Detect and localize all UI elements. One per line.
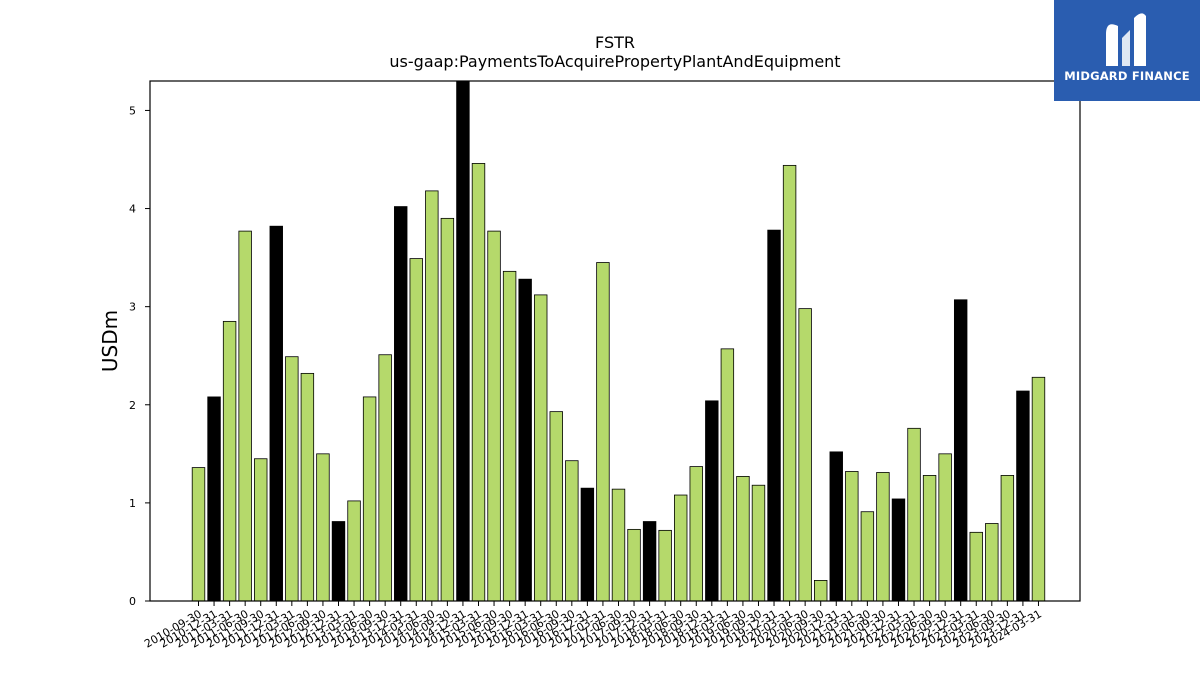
bar-2015-06-30 [487, 230, 501, 602]
bar-2014-06-30 [425, 190, 439, 602]
bar-2016-03-31 [534, 294, 548, 602]
bar-2011-06-30 [238, 230, 252, 602]
plot-frame [149, 80, 1081, 602]
bar-2021-12-31 [891, 498, 906, 602]
bar-2017-12-31 [642, 521, 657, 602]
x-axis: 2010-09-302010-12-312011-03-312011-06-30… [142, 601, 1044, 651]
bar-2023-03-31 [969, 531, 983, 602]
bar-2012-12-31 [331, 521, 346, 602]
bar-2020-03-31 [782, 164, 797, 602]
bar-2015-12-31 [518, 278, 532, 602]
y-tick-label: 2 [129, 399, 136, 412]
bar-2010-09-30 [191, 467, 206, 602]
bar-2018-03-31 [658, 529, 672, 602]
y-tick-label: 0 [129, 595, 136, 608]
bar-2021-09-30 [876, 472, 890, 602]
y-axis: 0 1 2 3 4 5 [129, 104, 150, 608]
bar-2013-03-31 [347, 500, 361, 602]
bar-2013-06-30 [362, 396, 377, 602]
bars-group [191, 80, 1046, 602]
chart-title: FSTR [595, 33, 635, 52]
bar-2019-12-31 [767, 229, 781, 602]
bar-2014-12-31 [456, 80, 470, 602]
bar-2021-03-31 [845, 471, 859, 602]
bar-2022-03-31 [907, 427, 921, 602]
bar-2011-09-30 [254, 458, 268, 602]
bar-2020-06-30 [798, 308, 812, 602]
bar-2022-06-30 [922, 475, 937, 602]
y-tick-label: 1 [129, 497, 136, 510]
bar-2017-06-30 [611, 488, 626, 602]
chart-subtitle: us-gaap:PaymentsToAcquirePropertyPlantAn… [389, 52, 841, 71]
bar-2016-12-31 [580, 487, 595, 602]
bar-2016-09-30 [565, 460, 579, 602]
y-axis-label: USDm [98, 310, 122, 372]
bar-2012-03-31 [285, 356, 299, 602]
bar-2011-03-31 [222, 320, 237, 602]
bar-2018-12-31 [705, 400, 719, 602]
y-tick-label: 4 [129, 203, 136, 216]
bar-2015-03-31 [471, 163, 486, 602]
bar-2020-12-31 [829, 451, 843, 602]
bar-2010-12-31 [207, 396, 221, 602]
bar-2022-09-30 [938, 453, 952, 602]
bar-2023-06-30 [985, 523, 999, 602]
bar-2012-09-30 [316, 453, 330, 602]
bar-2018-09-30 [689, 466, 703, 602]
logo-text: MIDGARD FINANCE [1064, 69, 1190, 83]
bar-2012-06-30 [300, 372, 315, 602]
bar-2014-03-31 [409, 258, 423, 602]
bar-2023-12-31 [1016, 390, 1030, 602]
bar-2019-03-31 [720, 348, 735, 602]
bar-2011-12-31 [269, 225, 283, 602]
y-tick-label: 3 [129, 301, 136, 314]
bar-2023-09-30 [1000, 475, 1015, 602]
bar-2019-09-30 [751, 484, 766, 602]
logo-mark-icon [1106, 13, 1146, 66]
bar-2014-09-30 [440, 217, 455, 602]
bar-2013-09-30 [378, 354, 392, 602]
bar-2019-06-30 [736, 475, 750, 602]
brand-logo: MIDGARD FINANCE [1054, 0, 1200, 101]
y-tick-label: 5 [129, 104, 136, 117]
bar-2013-12-31 [394, 206, 408, 602]
bar-2020-09-30 [814, 580, 828, 602]
bar-2018-06-30 [674, 494, 688, 602]
bar-2017-03-31 [596, 262, 610, 602]
bar-2017-09-30 [627, 528, 641, 602]
bar-2021-06-30 [860, 511, 875, 602]
bar-2024-03-31 [1031, 376, 1046, 602]
bar-2016-06-30 [549, 411, 563, 602]
bar-2022-12-31 [953, 299, 968, 602]
bar-2015-09-30 [502, 270, 517, 602]
